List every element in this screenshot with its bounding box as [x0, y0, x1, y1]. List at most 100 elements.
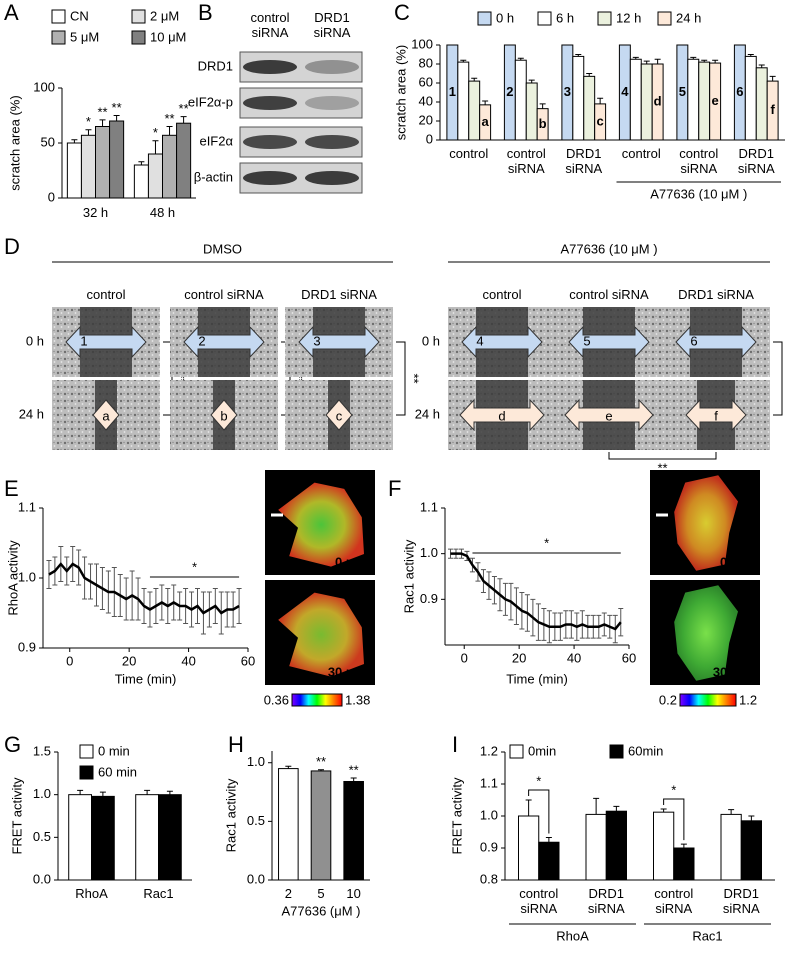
image-label: 30 min [713, 664, 754, 679]
x-axis-label: A77636 (μM ) [281, 903, 360, 918]
error-bar [144, 789, 151, 795]
panel-label: A [4, 0, 19, 25]
bar-label: 5 [679, 84, 686, 99]
bar [91, 795, 115, 881]
line [48, 562, 240, 615]
image-label: 30 min [328, 664, 369, 679]
significance: ** [316, 754, 326, 769]
marker: 3 [313, 333, 320, 348]
y-axis-label: RhoA activity [5, 540, 20, 616]
row-label: 24 h [19, 406, 44, 421]
arrow [461, 325, 543, 359]
significance: ** [97, 104, 107, 119]
legend-swatch [131, 9, 146, 24]
panel-label: H [228, 732, 244, 757]
image-label: 0 min [720, 554, 754, 569]
marker: 1 [80, 333, 87, 348]
bar-label: c [597, 113, 604, 128]
y-tick-label: 1.1 [480, 775, 498, 790]
y-tick-label: 40 [419, 93, 433, 108]
error-bar [180, 116, 187, 124]
bar [640, 63, 653, 141]
blot-band [305, 96, 359, 110]
error-bar [517, 57, 524, 61]
bar [176, 122, 192, 199]
bar [80, 134, 96, 199]
arrow [92, 399, 120, 431]
marker: 6 [690, 333, 697, 348]
group-label: A77636 (10 μM ) [650, 186, 747, 201]
x-tick-label: 0 [66, 653, 73, 668]
legend-label: 0 h [496, 10, 514, 25]
y-tick-label: 0 [426, 131, 433, 146]
bar [278, 768, 299, 881]
cell [278, 482, 364, 567]
marker: e [605, 408, 612, 423]
significance: ** [179, 101, 189, 116]
group-label: RhoA [556, 928, 589, 943]
cell [674, 585, 738, 681]
bar [583, 75, 596, 141]
error-bar [593, 797, 600, 815]
significance: * [153, 125, 158, 140]
x-axis-label: Time (min) [506, 671, 568, 686]
legend-label: 60min [628, 743, 663, 758]
y-axis-label: Rac1 activity [401, 539, 416, 613]
marker: 2 [198, 333, 205, 348]
significance: * [192, 559, 197, 574]
error-bar [85, 129, 92, 136]
colorbar-label: 1.38 [345, 692, 370, 707]
bar [68, 794, 93, 881]
error-bar [690, 56, 697, 60]
marker: f [714, 408, 718, 423]
arrow [183, 325, 265, 359]
error-bar [618, 607, 624, 637]
bracket [608, 452, 717, 460]
x-tick-label: 60 [241, 653, 255, 668]
y-tick-label: 1.0 [420, 545, 438, 560]
bar [133, 164, 149, 199]
error-bar [528, 79, 535, 83]
y-tick-label: 1.2 [480, 743, 498, 758]
error-bar [482, 100, 489, 105]
legend-swatch [131, 30, 146, 45]
panel-label: I [452, 732, 458, 757]
y-tick-label: 20 [419, 112, 433, 127]
bar [66, 142, 82, 199]
error-bar [99, 119, 106, 127]
x-tick-label: 60 [622, 650, 636, 665]
error-bar [769, 75, 776, 82]
bar [538, 841, 560, 881]
blot-row-label: β-actin [194, 169, 233, 184]
bar-label: f [770, 102, 775, 117]
colorbar [679, 693, 737, 707]
bar [605, 810, 627, 881]
bar [572, 55, 585, 141]
legend-swatch [509, 744, 524, 759]
legend-label: 24 h [676, 10, 701, 25]
bracket [773, 341, 783, 416]
y-tick-label: 50 [41, 134, 55, 149]
error-bar [99, 791, 106, 797]
marker: 5 [583, 333, 590, 348]
y-tick-label: 100 [33, 79, 55, 94]
error-bar [728, 809, 735, 815]
y-tick-label: 1.0 [247, 754, 265, 769]
image-label: 0 min [335, 554, 369, 569]
significance: * [544, 535, 549, 550]
legend-label: 0 min [98, 743, 130, 758]
bar [457, 61, 470, 141]
bar [109, 120, 125, 199]
y-tick-label: 100 [411, 36, 433, 51]
significance: ** [349, 762, 359, 777]
blot-band [243, 171, 297, 185]
legend-label: 6 h [556, 10, 574, 25]
blot-band [243, 135, 297, 149]
bar-label: a [482, 114, 490, 129]
bar [147, 153, 163, 199]
arrow [459, 398, 545, 432]
bracket [163, 341, 173, 416]
error-bar [758, 64, 765, 68]
error-bar [545, 836, 552, 843]
legend-label: 12 h [616, 10, 641, 25]
